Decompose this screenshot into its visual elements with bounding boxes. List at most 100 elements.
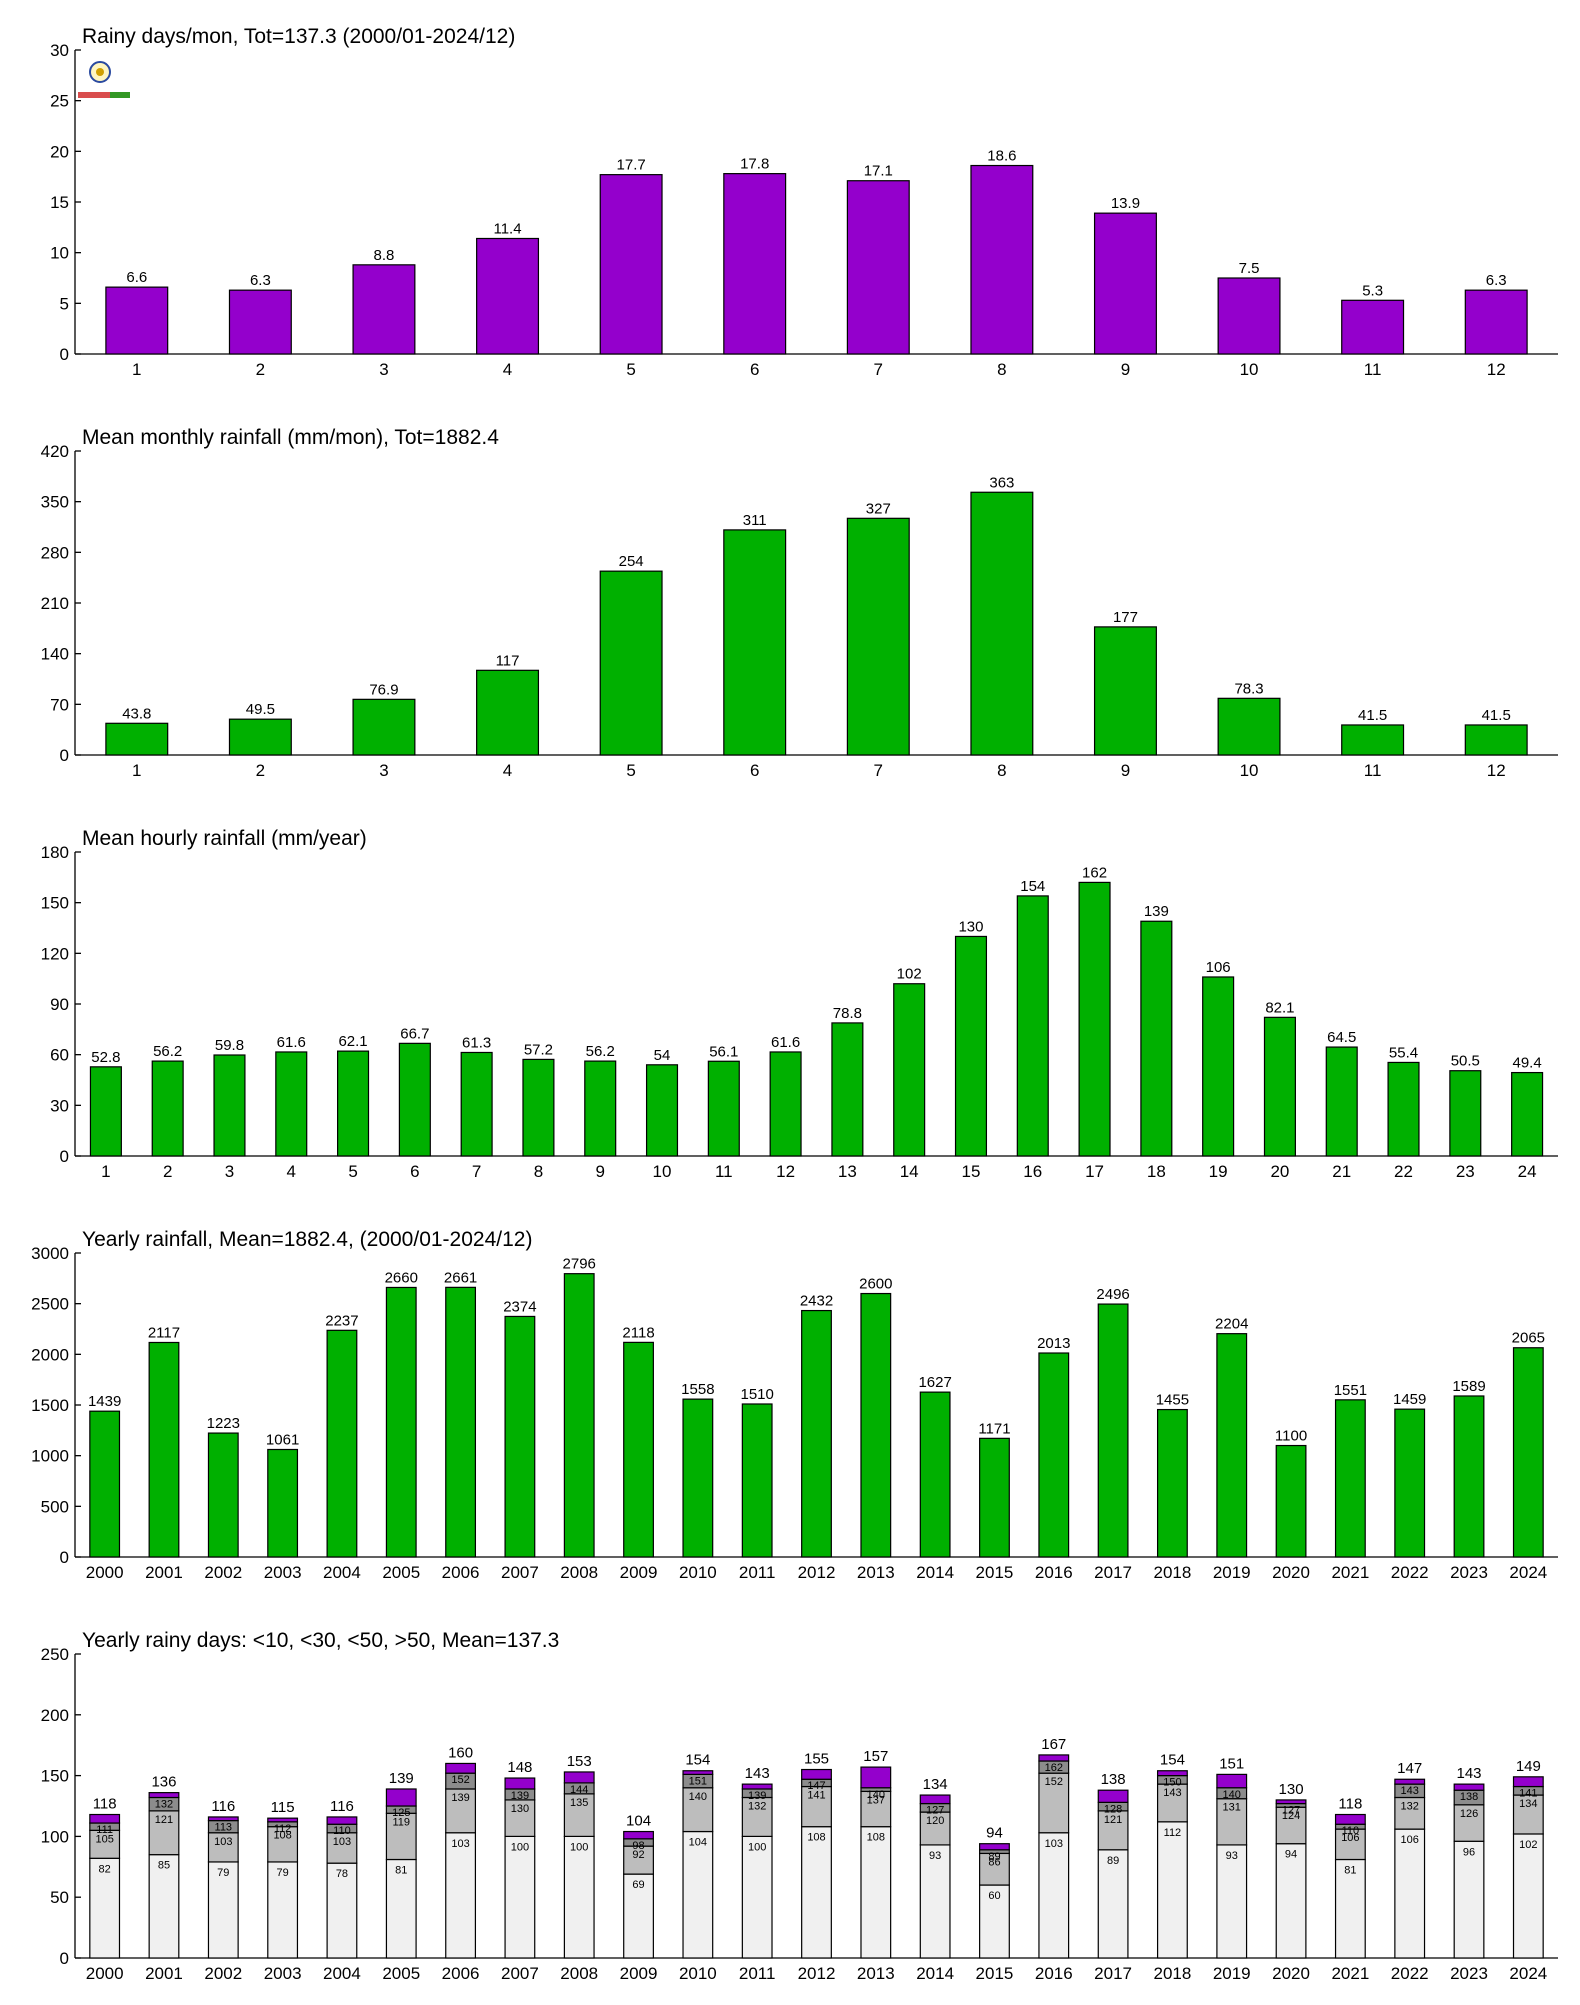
bar-segment-lt30 (860, 1790, 892, 1828)
segment-label-lt50: 110 (333, 1825, 351, 1837)
x-tick-label: 12 (1487, 761, 1506, 780)
bar-segment-gt50 (682, 1770, 714, 1775)
bar (89, 1410, 121, 1558)
bar-total-label: 143 (745, 1765, 770, 1782)
segment-label-lt50: 140 (1223, 1789, 1241, 1801)
segment-label-lt50: 147 (807, 1780, 825, 1792)
y-tick-label: 30 (50, 41, 69, 60)
y-tick-label: 150 (41, 894, 69, 913)
bar-value-label: 102 (897, 966, 922, 983)
bar-value-label: 139 (1144, 903, 1169, 920)
x-tick-label: 10 (653, 1162, 672, 1181)
bar-value-label: 1627 (918, 1374, 951, 1391)
bar-value-label: 61.3 (462, 1034, 491, 1051)
bar-segment-lt30 (385, 1812, 417, 1861)
bar (522, 1058, 555, 1157)
bar-segment-gt50 (801, 1768, 832, 1780)
bar (623, 1341, 654, 1558)
y-tick-label: 180 (41, 843, 69, 862)
bar (151, 1060, 184, 1157)
segment-label-lt10: 100 (748, 1841, 766, 1853)
bar (445, 1286, 477, 1558)
y-tick-label: 70 (50, 695, 69, 714)
x-tick-label: 9 (595, 1162, 604, 1181)
x-tick-label: 11 (1364, 761, 1382, 780)
bar-value-label: 52.8 (91, 1049, 120, 1066)
bar-segment-gt50 (1038, 1754, 1070, 1762)
x-tick-label: 20 (1270, 1162, 1289, 1181)
bar (1449, 1070, 1482, 1157)
bar (385, 1286, 417, 1558)
segment-label-lt10: 104 (689, 1837, 707, 1849)
bar-segment-gt50 (1097, 1789, 1129, 1803)
bar (954, 935, 988, 1157)
bar-total-label: 94 (986, 1825, 1003, 1842)
segment-label-lt50: 152 (451, 1774, 469, 1786)
bar-value-label: 2013 (1037, 1335, 1070, 1352)
bar-segment-lt30 (1216, 1798, 1248, 1846)
y-tick-label: 0 (60, 746, 69, 765)
x-tick-label: 4 (287, 1162, 296, 1181)
bar-total-label: 151 (1219, 1755, 1244, 1772)
bar-value-label: 2374 (503, 1298, 536, 1315)
chart-title: Rainy days/mon, Tot=137.3 (2000/01-2024/… (82, 25, 515, 48)
bar-value-label: 363 (989, 474, 1014, 491)
y-tick-label: 15 (50, 193, 69, 212)
segment-label-lt50: 151 (689, 1775, 707, 1787)
x-tick-label: 7 (874, 761, 883, 780)
bar-segment-gt50 (89, 1813, 121, 1824)
bar-segment-lt10 (267, 1861, 299, 1959)
x-tick-label: 6 (750, 360, 759, 379)
segment-label-lt50: 143 (1401, 1785, 1419, 1797)
bar-segment-lt10 (682, 1830, 714, 1959)
bar-segment-lt30 (1334, 1828, 1366, 1861)
bar-value-label: 1459 (1393, 1391, 1426, 1408)
segment-label-lt50: 132 (155, 1798, 173, 1810)
x-tick-label: 2005 (382, 1563, 420, 1582)
bar-segment-lt10 (1275, 1843, 1307, 1959)
bar-total-label: 154 (685, 1752, 710, 1769)
bar-value-label: 54 (654, 1047, 671, 1064)
segment-label-lt10: 81 (1344, 1865, 1356, 1877)
bar-total-label: 149 (1516, 1758, 1541, 1775)
bar-value-label: 66.7 (400, 1025, 429, 1042)
bar-segment-gt50 (623, 1830, 654, 1840)
bar-segment-lt10 (89, 1857, 121, 1959)
x-tick-label: 2018 (1154, 1964, 1192, 1983)
x-tick-label: 12 (1487, 360, 1506, 379)
segment-label-lt50: 98 (632, 1840, 644, 1852)
bar-value-label: 56.2 (153, 1043, 182, 1060)
bar-value-label: 41.5 (1358, 707, 1387, 724)
bar-value-label: 1171 (978, 1420, 1010, 1437)
x-tick-label: 5 (626, 360, 635, 379)
bar-value-label: 1558 (681, 1381, 714, 1398)
x-tick-label: 2006 (442, 1964, 480, 1983)
x-tick-label: 2014 (916, 1964, 954, 1983)
bar (352, 698, 416, 756)
bar-segment-lt30 (919, 1811, 951, 1846)
y-tick-label: 25 (50, 92, 69, 111)
segment-label-lt30: 143 (1163, 1787, 1181, 1799)
bar-segment-gt50 (1275, 1799, 1307, 1805)
segment-label-lt10: 79 (217, 1867, 229, 1879)
bar-value-label: 1551 (1334, 1382, 1367, 1399)
segment-label-lt50: 139 (748, 1790, 766, 1802)
bar-segment-gt50 (148, 1792, 180, 1799)
x-tick-label: 2001 (145, 1563, 183, 1582)
y-tick-label: 0 (60, 345, 69, 364)
segment-label-lt30: 141 (807, 1790, 825, 1802)
bar-total-label: 118 (1338, 1796, 1362, 1813)
bar (1097, 1303, 1129, 1558)
bar (645, 1064, 679, 1157)
segment-label-lt30: 124 (1282, 1810, 1300, 1822)
bar-segment-gt50 (207, 1816, 239, 1822)
x-tick-label: 2012 (798, 1563, 836, 1582)
bar-segment-gt50 (326, 1816, 358, 1825)
bar-segment-lt30 (623, 1845, 654, 1875)
bar-segment-lt10 (979, 1884, 1010, 1959)
segment-label-lt50: 141 (1519, 1788, 1537, 1800)
bar (801, 1309, 832, 1558)
x-tick-label: 1 (101, 1162, 110, 1181)
x-tick-label: 2015 (976, 1964, 1014, 1983)
